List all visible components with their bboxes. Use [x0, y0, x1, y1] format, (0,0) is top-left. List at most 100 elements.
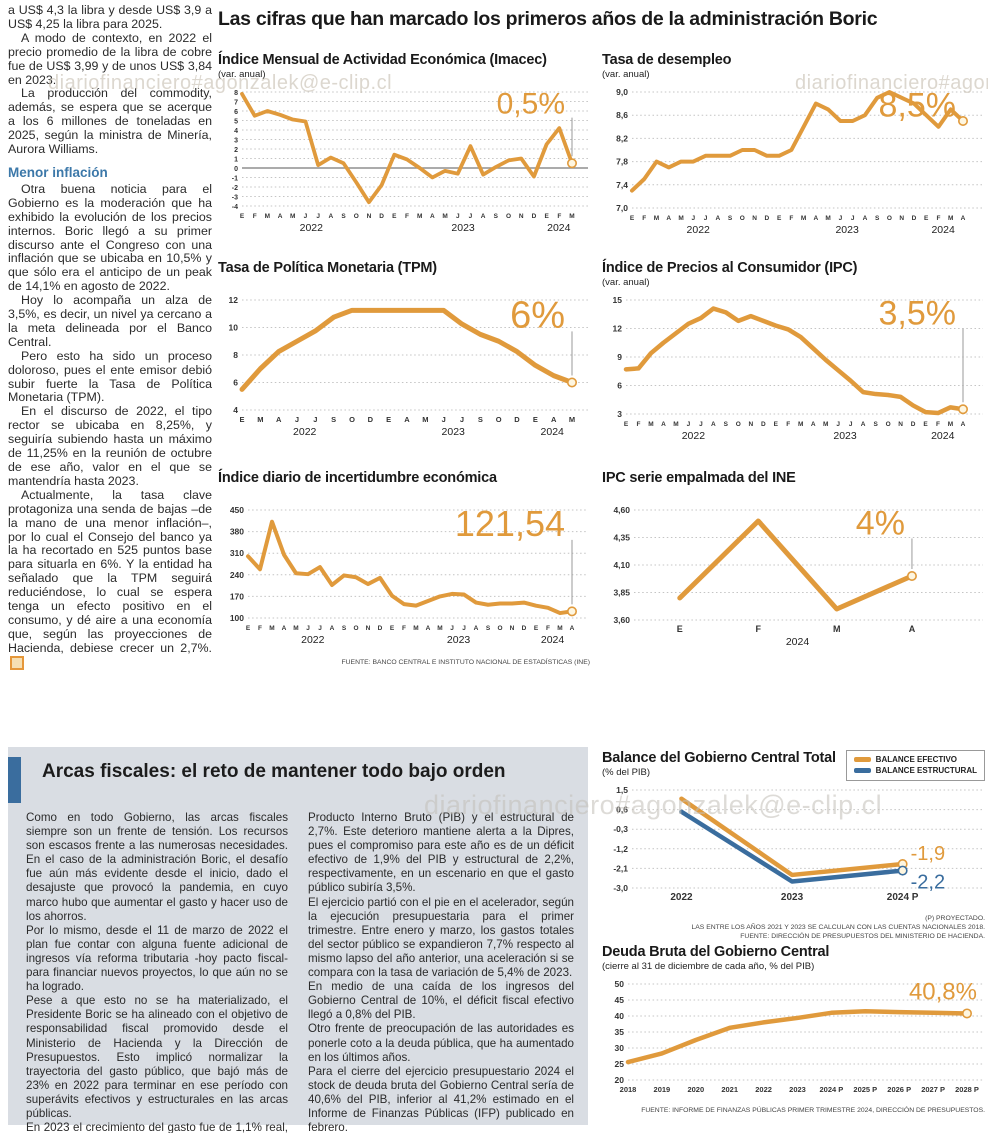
svg-text:-3,0: -3,0: [613, 883, 628, 893]
svg-text:2025 P: 2025 P: [853, 1085, 877, 1094]
svg-text:J: J: [304, 213, 308, 220]
svg-text:E: E: [392, 213, 397, 220]
chart-title: Tasa de desempleo: [602, 52, 732, 68]
svg-text:O: O: [886, 421, 891, 428]
svg-text:D: D: [912, 215, 917, 222]
svg-text:J: J: [313, 415, 317, 424]
svg-text:J: J: [456, 213, 460, 220]
chart-imacec: Índice Mensual de Actividad Económica (I…: [218, 52, 590, 246]
svg-text:M: M: [654, 215, 659, 222]
fiscal-paragraph: Pese a que esto no se ha materializado, …: [26, 994, 288, 1120]
svg-text:O: O: [349, 415, 355, 424]
svg-text:2023: 2023: [833, 430, 857, 442]
svg-text:A: A: [330, 625, 335, 632]
svg-text:8,2: 8,2: [616, 133, 628, 143]
svg-text:M: M: [569, 213, 574, 220]
svg-text:M: M: [257, 415, 263, 424]
chart-footnote: FUENTE: DIRECCIÓN DE PRESUPUESTOS DEL MI…: [740, 933, 985, 940]
svg-text:E: E: [386, 415, 391, 424]
svg-text:-1,9: -1,9: [911, 843, 945, 865]
svg-text:3,5%: 3,5%: [879, 294, 957, 332]
legend-label: BALANCE ESTRUCTURAL: [875, 766, 977, 775]
svg-text:O: O: [354, 213, 359, 220]
svg-text:3: 3: [234, 138, 238, 145]
svg-text:2022: 2022: [300, 222, 324, 234]
svg-text:-2,1: -2,1: [613, 863, 628, 873]
svg-text:M: M: [648, 421, 653, 428]
chart-subtitle: (% del PIB): [602, 767, 651, 778]
svg-text:7,8: 7,8: [616, 157, 628, 167]
svg-text:2022: 2022: [301, 634, 325, 646]
svg-text:E: E: [624, 421, 629, 428]
svg-text:20: 20: [615, 1075, 625, 1085]
chart-balance: BALANCE EFECTIVO BALANCE ESTRUCTURAL Bal…: [602, 750, 985, 941]
svg-text:A: A: [661, 421, 666, 428]
svg-text:M: M: [569, 415, 575, 424]
incertidumbre-plot: 450 380 310 240 170 100 E F M A M J J A S O N D E F M A M J J A S O…: [218, 500, 590, 658]
svg-text:J: J: [839, 215, 843, 222]
svg-text:40: 40: [615, 1011, 625, 1021]
svg-text:N: N: [367, 213, 372, 220]
chart-subtitle: (var. anual): [602, 277, 650, 288]
svg-text:A: A: [404, 415, 410, 424]
chart-source: FUENTE: INFORME DE FINANZAS PÚBLICAS PRI…: [641, 1107, 985, 1114]
svg-text:1,5: 1,5: [616, 785, 628, 795]
svg-text:2022: 2022: [670, 892, 693, 903]
svg-text:A: A: [430, 213, 435, 220]
svg-text:O: O: [496, 415, 502, 424]
svg-text:N: N: [510, 625, 515, 632]
svg-text:8,5%: 8,5%: [879, 86, 957, 124]
chart-subtitle: (var. anual): [602, 69, 650, 80]
svg-text:3: 3: [617, 409, 622, 419]
svg-text:A: A: [711, 421, 716, 428]
chart-title: Deuda Bruta del Gobierno Central: [602, 944, 830, 960]
svg-text:F: F: [642, 215, 646, 222]
svg-text:8: 8: [233, 350, 238, 360]
svg-text:F: F: [756, 624, 762, 634]
fiscal-paragraph: El ejercicio partió con el pie en el ace…: [308, 895, 574, 980]
svg-text:6: 6: [233, 378, 238, 388]
svg-text:2024: 2024: [931, 430, 955, 442]
svg-text:J: J: [687, 421, 691, 428]
svg-text:E: E: [774, 421, 779, 428]
svg-text:A: A: [551, 415, 557, 424]
svg-text:N: N: [366, 625, 371, 632]
svg-text:M: M: [265, 213, 270, 220]
svg-text:2027 P: 2027 P: [921, 1085, 945, 1094]
svg-text:45: 45: [615, 995, 625, 1005]
balance-plot: 1,5 0,6 -0,3 -1,2 -2,1 -3,0 2022 2023 2024 P -1,9…: [602, 780, 985, 914]
svg-text:M: M: [290, 213, 295, 220]
chart-tpm: Tasa de Política Monetaria (TPM) 12 10 8 6 4…: [218, 260, 590, 450]
svg-text:A: A: [961, 215, 966, 222]
svg-text:J: J: [704, 215, 708, 222]
chart-title: Balance del Gobierno Central Total: [602, 750, 836, 766]
svg-text:2023: 2023: [442, 426, 466, 438]
svg-text:4,35: 4,35: [613, 533, 630, 543]
svg-text:3,85: 3,85: [613, 588, 630, 598]
svg-text:-2: -2: [232, 185, 238, 192]
svg-text:4,10: 4,10: [613, 560, 630, 570]
svg-text:M: M: [417, 213, 422, 220]
svg-text:F: F: [789, 215, 793, 222]
svg-text:9: 9: [617, 352, 622, 362]
svg-text:5: 5: [234, 119, 238, 126]
svg-text:2024: 2024: [931, 224, 955, 236]
chart-source: FUENTE: BANCO CENTRAL E INSTITUTO NACION…: [341, 659, 591, 666]
article-paragraph: Hoy lo acompaña un alza de 3,5%, es deci…: [8, 293, 212, 349]
ipc-ine-plot: 4,60 4,35 4,10 3,85 3,60 E F M A 2024 4%: [602, 500, 985, 660]
svg-text:2022: 2022: [293, 426, 317, 438]
svg-text:3,60: 3,60: [613, 615, 630, 625]
svg-text:D: D: [522, 625, 527, 632]
chart-incertidumbre: Índice diario de incertidumbre económica…: [218, 470, 590, 666]
svg-text:2026 P: 2026 P: [887, 1085, 911, 1094]
svg-text:E: E: [544, 213, 549, 220]
svg-text:2: 2: [234, 147, 238, 154]
chart-desempleo: Tasa de desempleo (var. anual) 9,0 8,6 8,2…: [602, 52, 985, 248]
legend-item-efectivo: BALANCE EFECTIVO: [853, 754, 977, 765]
svg-text:F: F: [546, 625, 550, 632]
svg-text:2021: 2021: [721, 1085, 738, 1094]
svg-text:A: A: [861, 421, 866, 428]
fiscal-paragraph: Otro frente de preocupación de las autor…: [308, 1022, 574, 1064]
svg-text:-1: -1: [232, 176, 238, 183]
svg-text:6: 6: [234, 109, 238, 116]
